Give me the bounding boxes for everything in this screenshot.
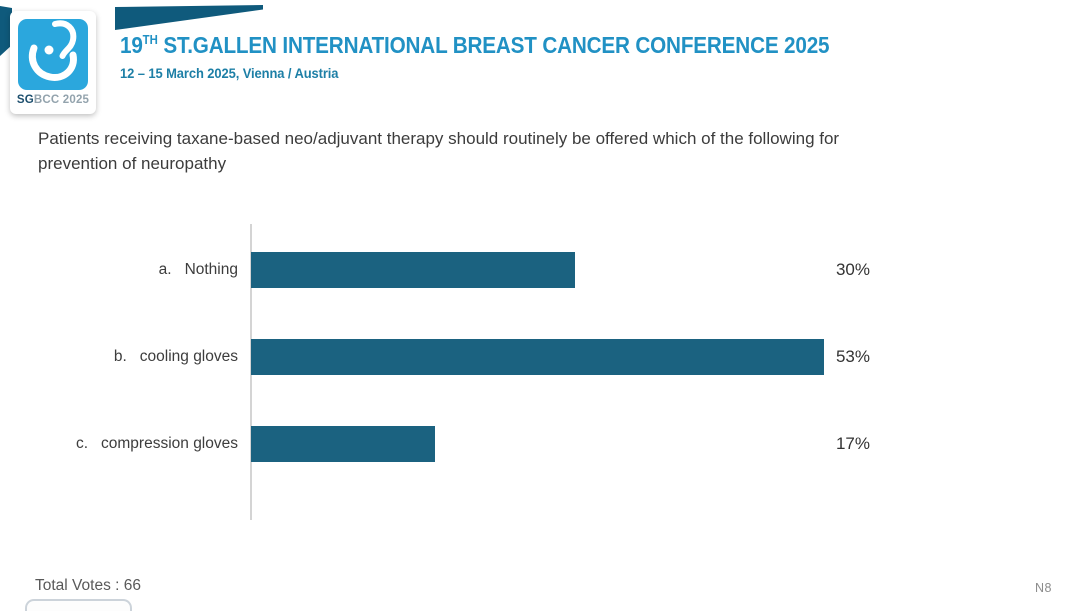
logo-caption-sg: SG (16, 94, 34, 106)
bar-category-letter: a. (158, 261, 172, 278)
conference-title-number: 19 (120, 32, 143, 58)
result-bar (251, 252, 575, 288)
chart-row: b. cooling gloves 53% (0, 339, 1080, 375)
conference-logo: SGBCC 2025 (10, 11, 96, 114)
slide-code-label: N8 (1035, 581, 1052, 595)
conference-title-ordinal: TH (142, 33, 158, 47)
sgbcc-breast-logo-icon (18, 19, 88, 90)
bar-value-label: 30% (835, 260, 870, 279)
bar-category-text: cooling gloves (139, 348, 238, 365)
poll-question: Patients receiving taxane-based neo/adju… (38, 129, 840, 173)
logo-caption-rest: BCC 2025 (33, 94, 90, 106)
bar-value-label: 53% (835, 347, 870, 366)
conference-title: 19TH ST.GALLEN INTERNATIONAL BREAST CANC… (120, 32, 830, 59)
top-left-ribbon (0, 6, 12, 56)
conference-subtitle: 12 – 15 March 2025, Vienna / Austria (120, 66, 339, 81)
logo-caption: SGBCC 2025 (17, 94, 89, 106)
bar-category-label: a. Nothing (20, 252, 238, 288)
result-bar (251, 339, 824, 375)
bar-category-letter: b. (113, 348, 127, 365)
bar-category-letter: c. (75, 435, 89, 452)
bar-category-text: compression gloves (101, 435, 238, 452)
bar-category-text: Nothing (184, 261, 238, 278)
chart-row: a. Nothing 30% (0, 252, 1080, 288)
partial-button[interactable] (25, 599, 132, 611)
bar-value-label: 17% (835, 434, 870, 453)
bar-category-label: b. cooling gloves (20, 339, 238, 375)
result-bar (251, 426, 435, 462)
conference-title-text: ST.GALLEN INTERNATIONAL BREAST CANCER CO… (157, 32, 830, 58)
chart-row: c. compression gloves 17% (0, 426, 1080, 462)
total-votes-label: Total Votes : 66 (35, 577, 141, 594)
bar-category-label: c. compression gloves (20, 426, 238, 462)
